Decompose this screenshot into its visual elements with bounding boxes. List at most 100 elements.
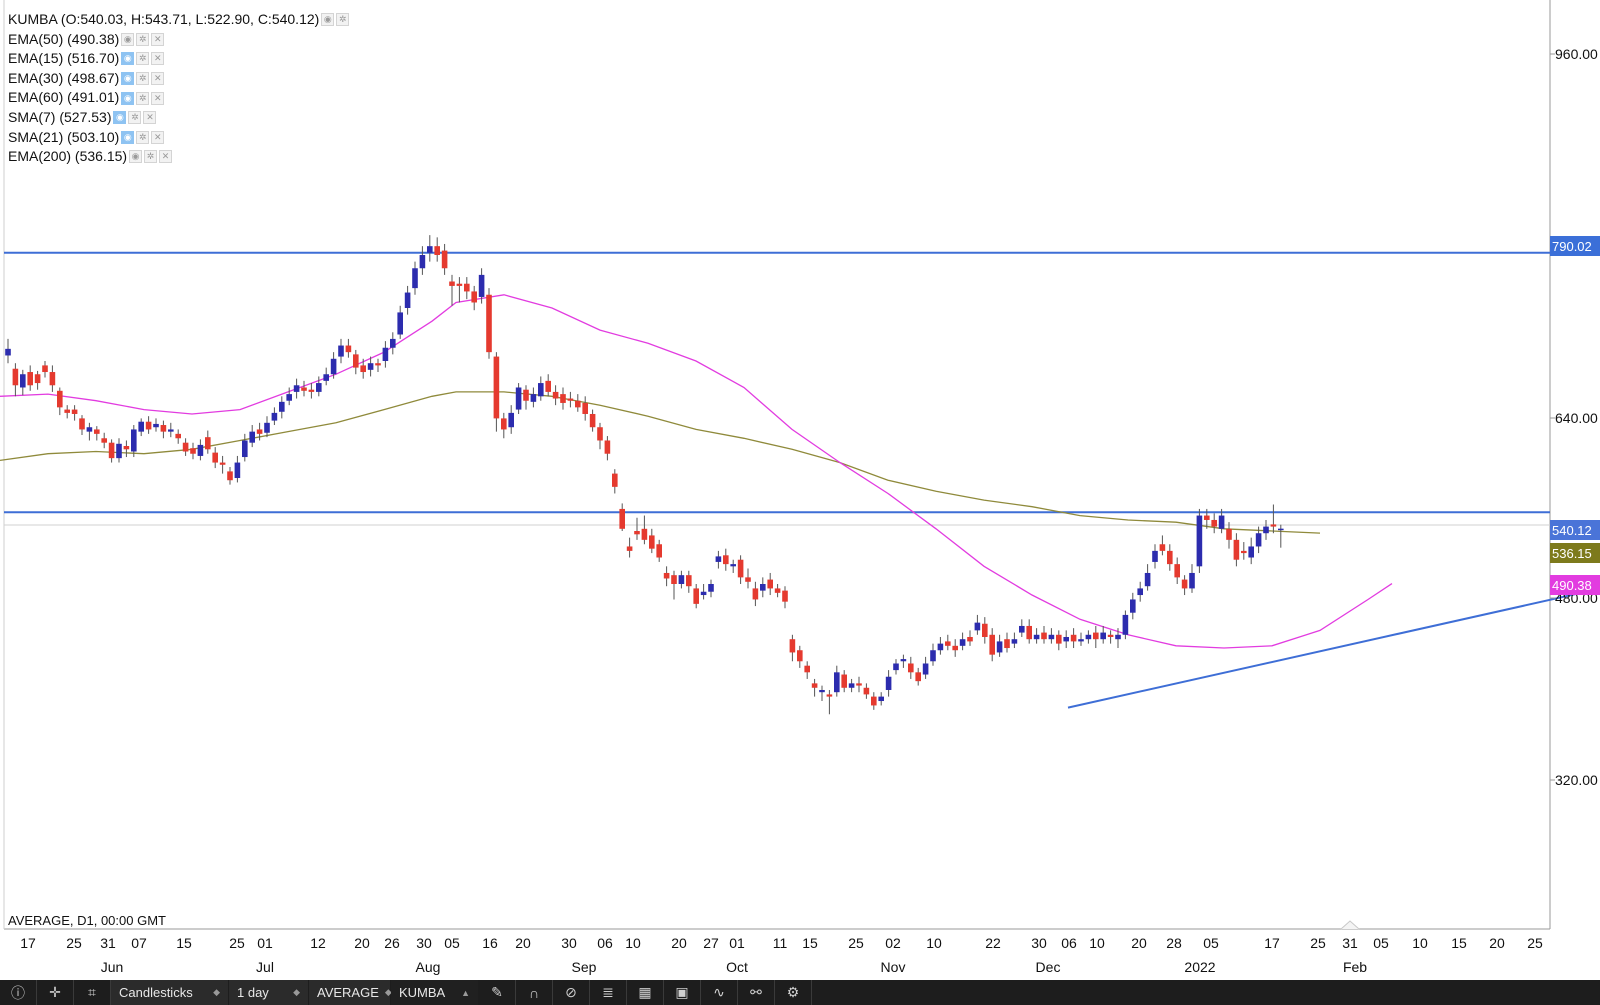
- candle-body: [922, 663, 929, 675]
- candle: [752, 581, 759, 607]
- close-icon[interactable]: ✕: [159, 150, 173, 164]
- candle-body: [996, 641, 1003, 653]
- candle: [1063, 630, 1069, 649]
- candle-body: [227, 471, 233, 481]
- close-icon[interactable]: ✕: [143, 111, 157, 125]
- eye-icon[interactable]: ◉: [121, 72, 135, 86]
- legend-indicator-label: SMA(7) (527.53): [8, 108, 112, 125]
- candle-body: [168, 429, 174, 432]
- candle-body: [34, 374, 41, 384]
- candle-body: [71, 409, 78, 414]
- time-tick-label: 20: [354, 935, 370, 951]
- settings-icon[interactable]: ✲: [144, 150, 158, 164]
- close-icon[interactable]: ✕: [151, 72, 165, 86]
- candle-body: [1100, 632, 1106, 640]
- eye-icon[interactable]: ◉: [129, 150, 143, 164]
- eye-icon[interactable]: ◉: [121, 130, 135, 144]
- settings-icon[interactable]: ✲: [136, 130, 150, 144]
- price-badge-label: 790.02: [1552, 239, 1592, 254]
- candle-body: [567, 398, 574, 401]
- candle: [1078, 632, 1084, 646]
- candle: [767, 572, 773, 596]
- symbol-select[interactable]: KUMBA ▲: [391, 980, 479, 1005]
- interval-select[interactable]: 1 day ◆: [229, 980, 309, 1005]
- hide-drawings-icon[interactable]: ⊘: [553, 980, 590, 1005]
- time-tick-label: 20: [671, 935, 687, 951]
- mode-value: AVERAGE: [317, 985, 379, 1000]
- time-tick-label: 25: [66, 935, 82, 951]
- templates-icon[interactable]: ▣: [664, 980, 701, 1005]
- close-icon[interactable]: ✕: [151, 130, 165, 144]
- candle: [560, 387, 566, 410]
- candle: [1144, 564, 1151, 591]
- settings-icon[interactable]: ⚙: [775, 980, 812, 1005]
- settings-icon[interactable]: ✲: [136, 52, 150, 66]
- info-icon[interactable]: ⓘ: [0, 980, 37, 1005]
- candle: [464, 277, 470, 300]
- candle-body: [27, 372, 33, 386]
- month-label: Nov: [881, 959, 906, 975]
- candle-body: [552, 391, 559, 399]
- magnet-icon[interactable]: ∩: [516, 980, 553, 1005]
- crosshair-icon[interactable]: ✛: [37, 980, 74, 1005]
- eye-icon[interactable]: ◉: [113, 111, 127, 125]
- eye-icon[interactable]: ◉: [121, 52, 135, 66]
- candle-body: [774, 588, 781, 593]
- moving-average-line: [0, 391, 1321, 534]
- candle: [612, 469, 618, 494]
- eye-icon[interactable]: ◉: [321, 13, 335, 27]
- candle-body: [1078, 639, 1084, 642]
- settings-icon[interactable]: ✲: [136, 91, 150, 105]
- compare-icon[interactable]: ∿: [701, 980, 738, 1005]
- candle-body: [989, 634, 995, 655]
- candle: [123, 440, 130, 458]
- candle-body: [20, 374, 26, 388]
- candle-body: [523, 389, 529, 401]
- candle: [42, 360, 48, 378]
- candle: [168, 422, 174, 438]
- mode-select[interactable]: AVERAGE ◆: [309, 980, 392, 1005]
- candle: [508, 405, 514, 434]
- candle-body: [249, 431, 255, 443]
- scroll-handle-icon[interactable]: [1340, 920, 1360, 930]
- pencil-icon[interactable]: ✎: [479, 980, 516, 1005]
- candle: [256, 422, 263, 441]
- crop-icon[interactable]: ⌗: [74, 980, 111, 1005]
- candle: [871, 692, 877, 710]
- eye-icon[interactable]: ◉: [121, 91, 135, 105]
- candle: [597, 422, 603, 450]
- candle-body: [108, 442, 115, 459]
- close-icon[interactable]: ✕: [151, 52, 165, 66]
- eye-icon[interactable]: ◉: [121, 32, 135, 46]
- candle-body: [974, 622, 981, 631]
- close-icon[interactable]: ✕: [151, 32, 165, 46]
- settings-icon[interactable]: ✲: [336, 13, 350, 27]
- time-tick-label: 10: [625, 935, 641, 951]
- indicators-icon[interactable]: ≣: [590, 980, 627, 1005]
- time-tick-label: 25: [1527, 935, 1543, 951]
- settings-icon[interactable]: ✲: [128, 111, 142, 125]
- close-icon[interactable]: ✕: [151, 91, 165, 105]
- link-icon[interactable]: ⚯: [738, 980, 775, 1005]
- time-tick-label: 20: [515, 935, 531, 951]
- candle: [71, 405, 78, 421]
- candle: [649, 528, 655, 554]
- settings-icon[interactable]: ✲: [136, 32, 150, 46]
- candle: [723, 548, 729, 571]
- candle-body: [1226, 528, 1232, 540]
- candle-body: [634, 531, 640, 535]
- settings-icon[interactable]: ✲: [136, 72, 150, 86]
- candle: [797, 645, 803, 668]
- time-tick-label: 25: [229, 935, 245, 951]
- chart-legend: KUMBA (O:540.03, H:543.71, L:522.90, C:5…: [8, 10, 350, 167]
- candle: [227, 466, 233, 485]
- candle: [789, 634, 796, 662]
- candle-body: [871, 696, 877, 706]
- month-label: Sep: [572, 959, 597, 975]
- chart-type-select[interactable]: Candlesticks ◆: [111, 980, 229, 1005]
- candle-body: [79, 418, 85, 430]
- candle: [212, 447, 218, 469]
- candle-body: [930, 650, 936, 662]
- layout-icon[interactable]: ▦: [627, 980, 664, 1005]
